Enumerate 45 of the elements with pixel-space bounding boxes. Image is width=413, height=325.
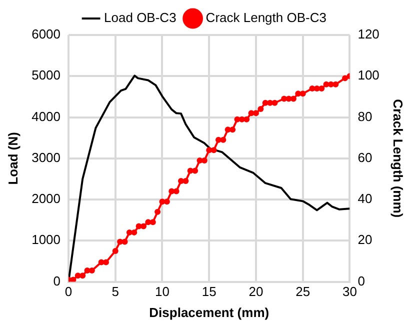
y-axis-title: Load (N) (5, 132, 20, 185)
point (192, 168, 198, 174)
y2-tick-label: 100 (358, 68, 380, 83)
y2-tick-label: 120 (358, 26, 380, 42)
y-tick-label: 6000 (32, 26, 61, 42)
point (140, 223, 147, 230)
x-tick-label: 25 (296, 284, 310, 300)
y2-axis-title: Crack Length (mm) (390, 99, 406, 218)
point (173, 188, 180, 194)
x-tick-label: 15 (202, 284, 216, 300)
y-tick-label: 0 (53, 273, 61, 288)
point (342, 75, 348, 82)
point (332, 81, 339, 88)
legend-label: Crack Length OB-C3 (206, 10, 326, 26)
y2-tick-label: 80 (358, 108, 372, 124)
point (112, 248, 118, 254)
x-tick-label: 30 (342, 284, 357, 300)
point (131, 229, 138, 236)
y2-tick-label: 40 (358, 191, 372, 206)
point (318, 85, 325, 92)
point (220, 136, 226, 143)
x-axis-title: Displacement (mm) (149, 304, 270, 320)
point (122, 238, 128, 245)
point (103, 259, 110, 266)
point (258, 106, 264, 112)
x-tick-label: 20 (248, 284, 264, 300)
y-tick-label: 5000 (32, 68, 61, 83)
y2-tick-label: 60 (358, 150, 372, 165)
y-tick-label: 4000 (32, 108, 61, 124)
x-tick-label: 10 (155, 284, 170, 300)
y2-tick-label: 20 (358, 232, 372, 248)
legend-label: Load OB-C3 (104, 10, 176, 26)
point (244, 116, 250, 122)
y-tick-label: 1000 (32, 232, 61, 248)
point (272, 100, 278, 106)
point (182, 178, 189, 184)
point (230, 126, 236, 133)
point (70, 276, 76, 282)
point (80, 272, 86, 279)
x-tick-label: 0 (64, 284, 72, 300)
y2-tick-label: 0 (358, 273, 365, 288)
point (154, 208, 161, 215)
y-tick-label: 2000 (32, 191, 61, 206)
x-tick-label: 5 (112, 284, 119, 300)
y-tick-label: 3000 (32, 150, 61, 165)
